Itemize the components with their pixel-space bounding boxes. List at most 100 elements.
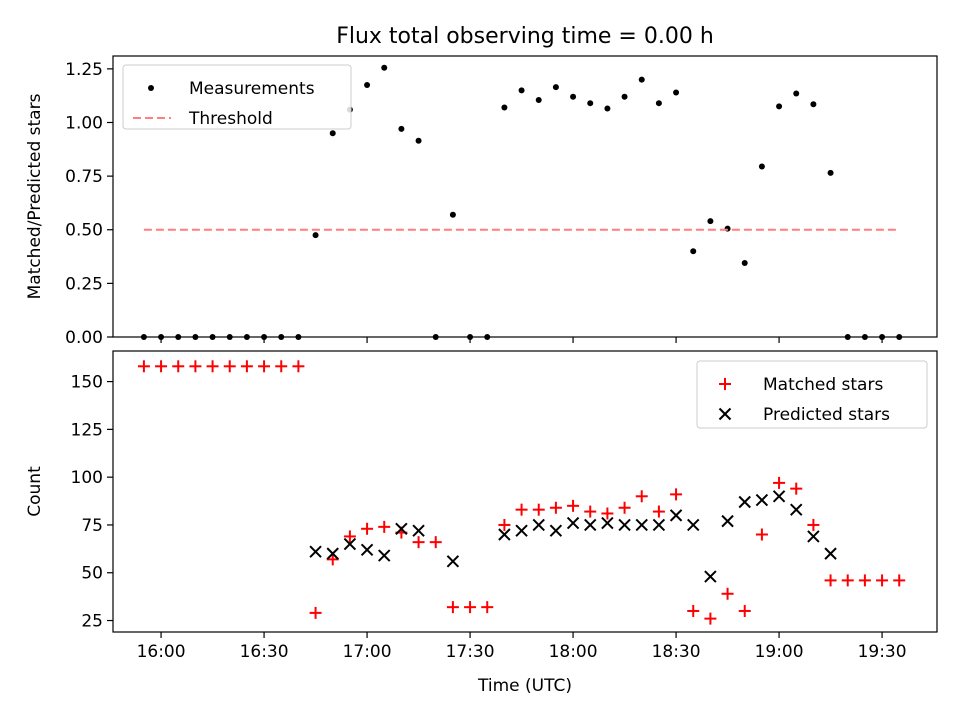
data-point	[532, 518, 545, 532]
data-point	[707, 218, 714, 225]
data-point	[584, 505, 597, 518]
data-point	[395, 522, 408, 535]
data-point	[429, 536, 442, 549]
legend-box	[122, 64, 352, 130]
data-point	[189, 360, 202, 373]
data-point	[618, 501, 631, 514]
data-point	[790, 482, 803, 495]
x-tick-label: 18:00	[549, 642, 598, 662]
x-tick-label: 17:30	[446, 642, 495, 662]
data-point	[398, 125, 405, 132]
data-point	[772, 490, 786, 503]
data-point	[841, 574, 854, 587]
data-point	[687, 518, 700, 532]
series-measurements	[140, 64, 903, 340]
data-point	[449, 211, 456, 218]
y-tick-label: 0.25	[65, 274, 103, 294]
bottom-plot: 16:00 16:30 17:00 17:30 18:00 18:30 19:00 19:30…	[25, 350, 938, 696]
data-point	[326, 547, 339, 560]
data-point	[412, 536, 425, 549]
data-point	[378, 520, 391, 533]
data-point	[378, 549, 391, 562]
data-point	[258, 360, 271, 373]
legend-label: Threshold	[188, 109, 273, 129]
data-point	[567, 499, 580, 512]
series-matched-stars	[137, 360, 906, 625]
data-point	[690, 248, 697, 255]
data-point	[652, 505, 665, 518]
y-axis-label: Matched/Predicted stars	[25, 93, 45, 299]
data-point	[604, 105, 611, 112]
data-point	[704, 570, 717, 583]
data-point	[535, 96, 542, 103]
data-point	[724, 225, 731, 232]
data-point	[518, 87, 525, 94]
x-axis-label: Time (UTC)	[477, 676, 572, 696]
series-predicted-stars	[309, 490, 837, 583]
legend-box	[696, 360, 928, 429]
data-point	[515, 503, 528, 516]
data-point	[687, 604, 700, 617]
data-point	[312, 232, 319, 239]
data-point	[292, 360, 305, 373]
data-point	[793, 90, 800, 97]
data-point	[824, 547, 837, 560]
data-point	[549, 524, 563, 537]
data-point	[584, 518, 597, 532]
data-point	[498, 528, 511, 541]
data-point	[549, 501, 562, 514]
data-point	[566, 516, 580, 530]
data-point	[704, 612, 717, 625]
data-point	[501, 104, 508, 111]
data-point	[810, 101, 817, 108]
plot-frame	[112, 55, 938, 338]
x-tick-label: 16:30	[240, 642, 289, 662]
data-point	[758, 163, 765, 170]
data-point	[570, 93, 577, 100]
data-point	[790, 503, 803, 516]
x-tick-label: 18:30	[652, 642, 701, 662]
y-tick-label: 0.00	[65, 328, 103, 348]
data-point	[343, 530, 356, 543]
y-tick-label: 125	[71, 420, 103, 440]
data-point	[364, 81, 371, 88]
x-tick-label: 17:00	[343, 642, 392, 662]
legend-label: Matched stars	[763, 375, 883, 395]
data-point	[601, 507, 614, 520]
data-point	[638, 76, 645, 83]
top-plot: 0.00 0.25 0.50 0.75 1.00 1.25 Matched/Predicte…	[25, 55, 938, 348]
legend: Measurements Threshold	[122, 64, 352, 130]
y-tick-label: 0.75	[65, 167, 103, 187]
y-axis-label: Count	[25, 466, 45, 517]
data-point	[360, 543, 374, 557]
data-point	[893, 574, 906, 587]
data-point	[381, 64, 388, 71]
data-point	[673, 89, 680, 96]
data-point	[446, 601, 459, 614]
data-point	[343, 537, 357, 551]
data-point	[738, 495, 751, 509]
y-tick-label: 100	[71, 468, 103, 488]
data-point	[652, 518, 666, 532]
data-point	[206, 360, 219, 373]
x-tick-label: 19:00	[755, 642, 804, 662]
y-tick-label: 150	[71, 373, 103, 393]
data-point	[807, 518, 820, 531]
data-point	[532, 503, 545, 516]
data-point	[721, 514, 734, 528]
legend-marker	[718, 407, 732, 421]
plot-frame	[112, 350, 938, 633]
data-point	[858, 574, 871, 587]
legend-label: Measurements	[189, 79, 315, 99]
legend-marker	[719, 378, 731, 390]
data-point	[827, 169, 834, 176]
data-point	[515, 524, 528, 537]
data-point	[670, 488, 683, 501]
y-tick-label: 0.50	[65, 221, 103, 241]
y-tick-label: 1.00	[65, 113, 103, 133]
data-point	[361, 522, 374, 535]
data-point	[309, 606, 322, 619]
data-point	[669, 509, 683, 522]
data-point	[876, 574, 889, 587]
